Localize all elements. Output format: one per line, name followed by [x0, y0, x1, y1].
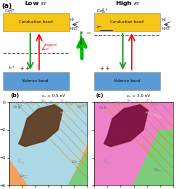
Text: Low $\varepsilon_F$: Low $\varepsilon_F$ — [23, 0, 48, 8]
Text: $h^+$: $h^+$ — [8, 64, 16, 72]
Text: εₑ = 0.5 eV: εₑ = 0.5 eV — [41, 94, 65, 98]
Text: $Ce_{Sr}^{2+}$: $Ce_{Sr}^{2+}$ — [71, 159, 81, 167]
Text: (c): (c) — [96, 93, 104, 98]
Text: H$_2$: H$_2$ — [161, 17, 167, 24]
Polygon shape — [9, 102, 87, 185]
Text: Ti$_2$O$_3$: Ti$_2$O$_3$ — [58, 97, 70, 107]
Text: + +: + + — [20, 66, 30, 71]
Text: e$^-$: e$^-$ — [96, 24, 103, 31]
Text: $Ce_{Sr}^{2+}$: $Ce_{Sr}^{2+}$ — [12, 102, 24, 113]
Text: TiO: TiO — [134, 100, 140, 106]
Text: TiO: TiO — [48, 100, 54, 106]
Text: $\mu_i=0.87$ eV: $\mu_i=0.87$ eV — [58, 108, 78, 122]
Text: $Sr_2$: $Sr_2$ — [19, 98, 28, 107]
Polygon shape — [104, 105, 148, 146]
Text: H$_2$O: H$_2$O — [69, 26, 79, 33]
Text: O$_2\downarrow$: O$_2\downarrow$ — [101, 157, 112, 167]
Text: Valence band: Valence band — [114, 79, 140, 83]
Text: trapped: trapped — [44, 43, 57, 47]
Text: $\varepsilon_F$: $\varepsilon_F$ — [0, 49, 1, 57]
Text: Valence band: Valence band — [22, 79, 49, 83]
Text: $Sr_2$: $Sr_2$ — [104, 98, 113, 107]
Text: + +: + + — [100, 66, 109, 71]
Polygon shape — [134, 130, 173, 185]
Text: H$_2$O: H$_2$O — [161, 26, 171, 33]
Polygon shape — [19, 105, 62, 146]
Text: TiO: TiO — [153, 101, 159, 107]
FancyBboxPatch shape — [3, 72, 69, 90]
Text: $Cr^{2+}_{Ti}$: $Cr^{2+}_{Ti}$ — [4, 6, 16, 17]
Text: SrO: SrO — [114, 100, 121, 106]
Text: SrO: SrO — [28, 100, 35, 106]
Text: Conduction band: Conduction band — [111, 20, 144, 24]
Text: (a): (a) — [1, 3, 12, 9]
Text: εₑ = 3.0 eV: εₑ = 3.0 eV — [127, 94, 150, 98]
FancyBboxPatch shape — [94, 72, 160, 90]
Text: Conduction band: Conduction band — [19, 20, 52, 24]
Text: H$_2$: H$_2$ — [69, 17, 76, 24]
Text: $\varepsilon_F$: $\varepsilon_F$ — [86, 31, 92, 38]
Text: Ti$_2$O$_3$: Ti$_2$O$_3$ — [143, 97, 156, 107]
Text: $Cr^{2+}$: $Cr^{2+}$ — [77, 103, 88, 112]
Text: TiO$_2$: TiO$_2$ — [38, 97, 49, 107]
Text: $\varepsilon_F$ tuning: $\varepsilon_F$ tuning — [78, 29, 86, 50]
FancyBboxPatch shape — [3, 13, 69, 31]
Text: (b): (b) — [10, 93, 19, 98]
Text: $Ce_{Sr}$: $Ce_{Sr}$ — [153, 166, 162, 174]
Text: $Ce_{Sr}$: $Ce_{Sr}$ — [98, 104, 108, 112]
Text: High $\varepsilon_F$: High $\varepsilon_F$ — [115, 0, 141, 8]
Text: $Ce_{Sr}^{2+}$: $Ce_{Sr}^{2+}$ — [19, 173, 29, 181]
Text: $\mu_i=0.87$ eV: $\mu_i=0.87$ eV — [143, 108, 163, 122]
Text: TiO: TiO — [68, 101, 74, 107]
Text: O$_2\downarrow$: O$_2\downarrow$ — [15, 157, 27, 167]
FancyBboxPatch shape — [94, 13, 160, 31]
Text: $Ce^{4+}_{Sr}$: $Ce^{4+}_{Sr}$ — [96, 6, 109, 17]
Polygon shape — [68, 151, 87, 185]
Text: TiO$_2$: TiO$_2$ — [124, 97, 135, 107]
